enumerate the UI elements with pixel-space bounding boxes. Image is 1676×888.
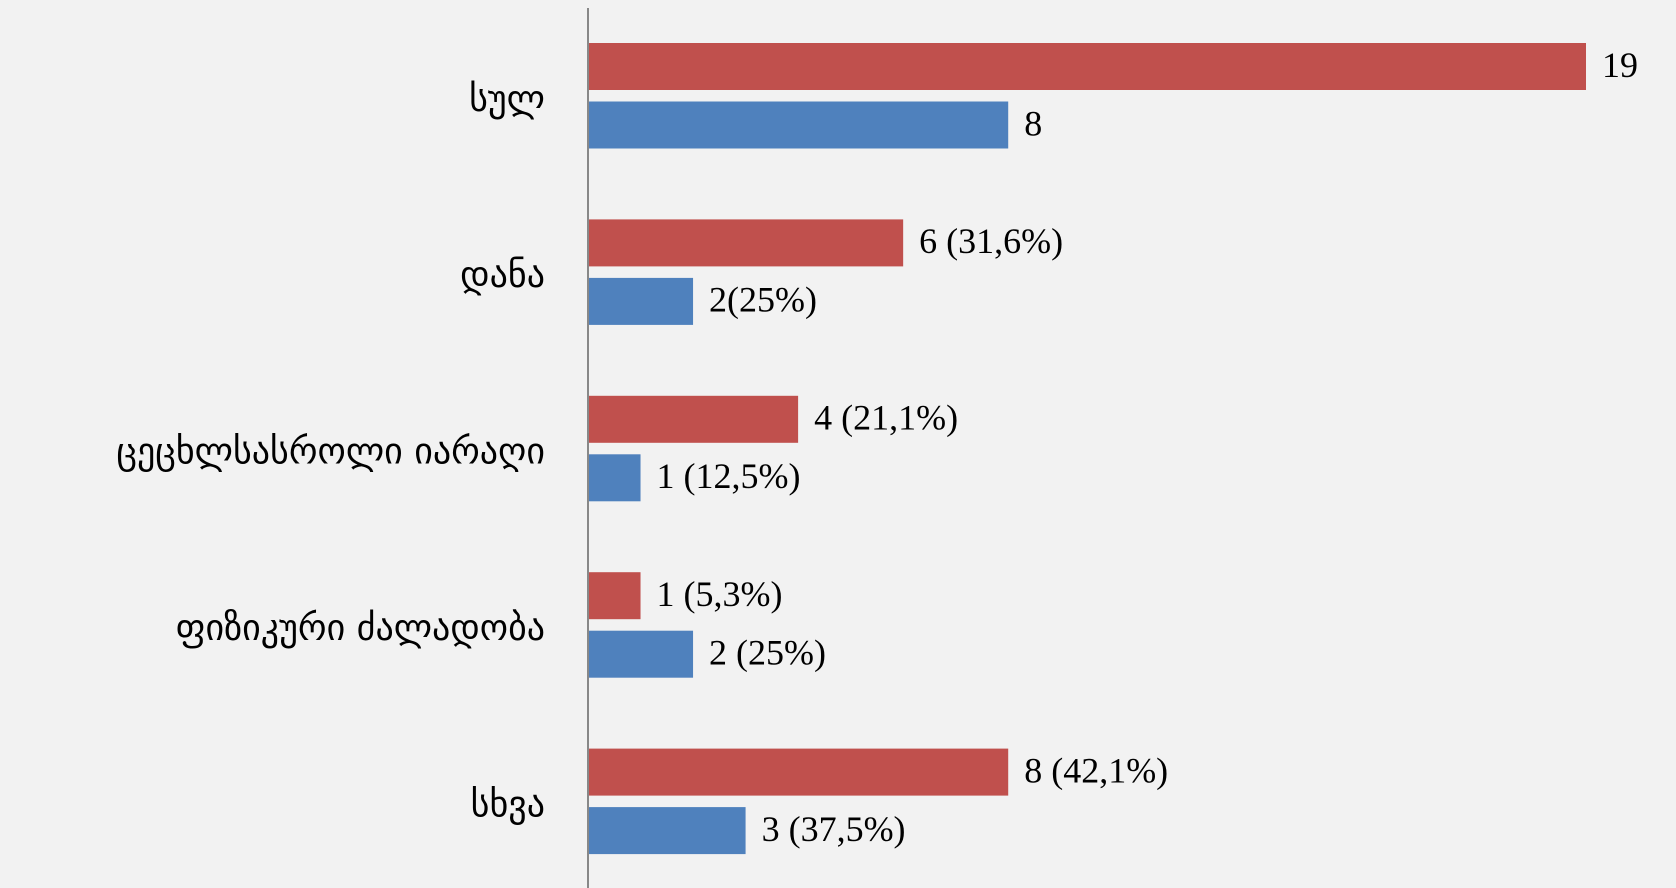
data-label: 2(25%) bbox=[709, 280, 817, 320]
category-label: ფიზიკური ძალადობა bbox=[176, 608, 545, 649]
data-label: 8 bbox=[1024, 103, 1042, 143]
bar bbox=[588, 807, 746, 855]
category-label: სხვა bbox=[471, 784, 545, 825]
data-label: 1 (5,3%) bbox=[657, 574, 783, 614]
category-label: დანა bbox=[460, 255, 545, 296]
bar bbox=[588, 572, 641, 620]
data-label: 2 (25%) bbox=[709, 632, 826, 672]
bar bbox=[588, 101, 1009, 149]
bar bbox=[588, 630, 694, 678]
data-label: 19 bbox=[1602, 45, 1638, 85]
bar bbox=[588, 395, 799, 443]
bar bbox=[588, 219, 904, 267]
bar bbox=[588, 748, 1009, 796]
bar bbox=[588, 454, 641, 502]
data-label: 6 (31,6%) bbox=[919, 221, 1063, 261]
data-label: 4 (21,1%) bbox=[814, 398, 958, 438]
category-label: სულ bbox=[469, 79, 545, 120]
category-label: ცეცხლსასროლი იარაღი bbox=[116, 432, 545, 473]
bar bbox=[588, 277, 694, 325]
data-label: 3 (37,5%) bbox=[762, 809, 906, 849]
bar bbox=[588, 43, 1586, 90]
data-label: 8 (42,1%) bbox=[1024, 750, 1168, 790]
data-label: 1 (12,5%) bbox=[657, 456, 801, 496]
